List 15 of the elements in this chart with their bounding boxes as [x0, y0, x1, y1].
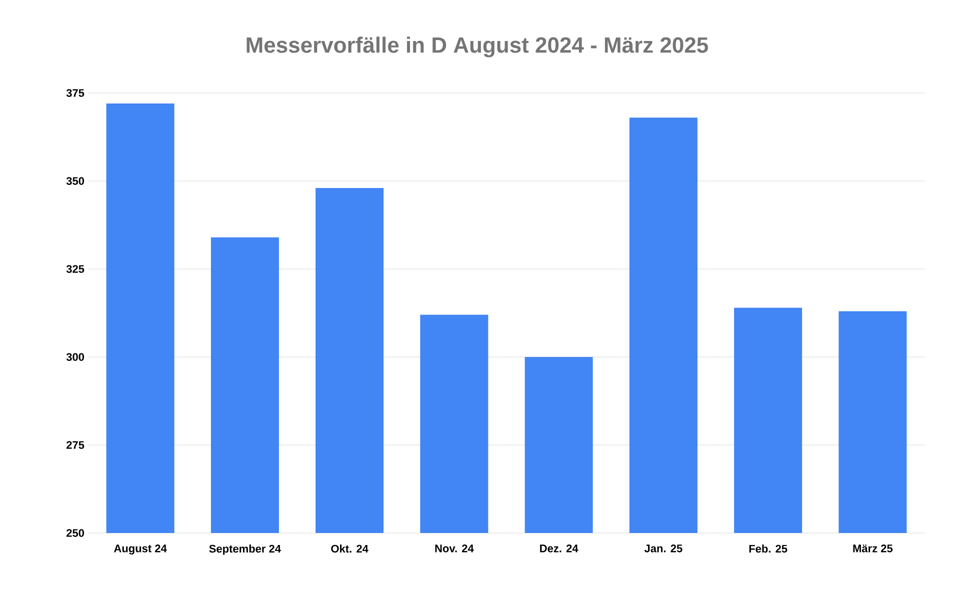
x-tick-label: Feb. 25 [749, 544, 788, 553]
y-tick-label: 300 [66, 353, 84, 361]
y-tick-label: 375 [66, 89, 84, 97]
y-tick-label: 250 [66, 529, 84, 537]
x-tick-label: Okt. 24 [331, 544, 368, 553]
y-tick-label: 325 [66, 265, 84, 273]
x-tick-label: Jan. 25 [644, 544, 682, 552]
y-tick-label: 275 [66, 441, 84, 449]
chart-title: Messervorfälle in D August 2024 - März 2025 [246, 36, 708, 58]
x-tick-label: September 24 [209, 544, 281, 555]
y-tick-label: 350 [66, 177, 84, 185]
x-tick-label: März 25 [853, 544, 893, 552]
x-tick-label: August 24 [114, 544, 167, 555]
x-tick-label: Nov. 24 [435, 544, 474, 552]
x-tick-label: Dez. 24 [540, 544, 578, 552]
